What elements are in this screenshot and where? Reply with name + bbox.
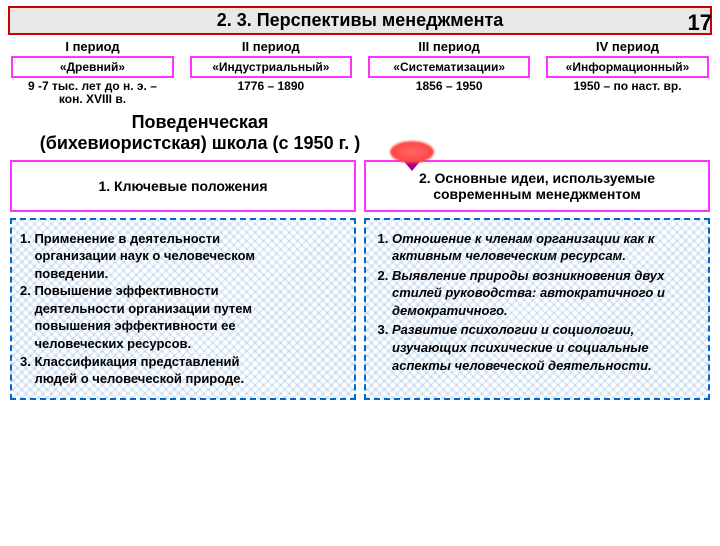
column-left-header: 1. Ключевые положения <box>10 160 356 212</box>
column-left-body: 1. Применение в деятельности организации… <box>10 218 356 400</box>
period-3-name: «Систематизации» <box>368 56 530 78</box>
periods-row: I период «Древний» 9 -7 тыс. лет до н. э… <box>0 39 720 106</box>
column-right: 2. Основные идеи, используемые современн… <box>364 160 710 400</box>
period-4-label: IV период <box>596 39 659 54</box>
arrow-down-icon <box>390 141 434 173</box>
period-4: IV период «Информационный» 1950 – по нас… <box>543 39 712 106</box>
page-number: 17 <box>688 10 712 36</box>
period-3-dates: 1856 – 1950 <box>416 80 483 93</box>
content-columns: 1. Ключевые положения 1. Применение в де… <box>0 160 720 400</box>
title-text: 2. 3. Перспективы менеджмента <box>217 10 504 30</box>
period-1-name: «Древний» <box>11 56 173 78</box>
title-bar: 2. 3. Перспективы менеджмента <box>8 6 712 35</box>
list-item: Выявление природы возникновения двух сти… <box>392 267 700 320</box>
period-2-label: II период <box>242 39 300 54</box>
school-title: Поведенческая (бихевиористская) школа (с… <box>20 112 380 153</box>
period-2: II период «Индустриальный» 1776 – 1890 <box>186 39 355 106</box>
period-3-label: III период <box>418 39 479 54</box>
list-item: Отношение к членам организации как к акт… <box>392 230 700 265</box>
column-left-text: 1. Применение в деятельности организации… <box>20 230 346 388</box>
column-left: 1. Ключевые положения 1. Применение в де… <box>10 160 356 400</box>
period-3: III период «Систематизации» 1856 – 1950 <box>365 39 534 106</box>
period-1: I период «Древний» 9 -7 тыс. лет до н. э… <box>8 39 177 106</box>
period-4-name: «Информационный» <box>546 56 708 78</box>
list-item: Развитие психологии и социологии, изучаю… <box>392 321 700 374</box>
column-right-body: Отношение к членам организации как к акт… <box>364 218 710 400</box>
period-1-dates: 9 -7 тыс. лет до н. э. – кон. XVIII в. <box>28 80 157 106</box>
period-2-dates: 1776 – 1890 <box>237 80 304 93</box>
period-2-name: «Индустриальный» <box>190 56 352 78</box>
period-4-dates: 1950 – по наст. вр. <box>573 80 681 93</box>
period-1-label: I период <box>65 39 119 54</box>
